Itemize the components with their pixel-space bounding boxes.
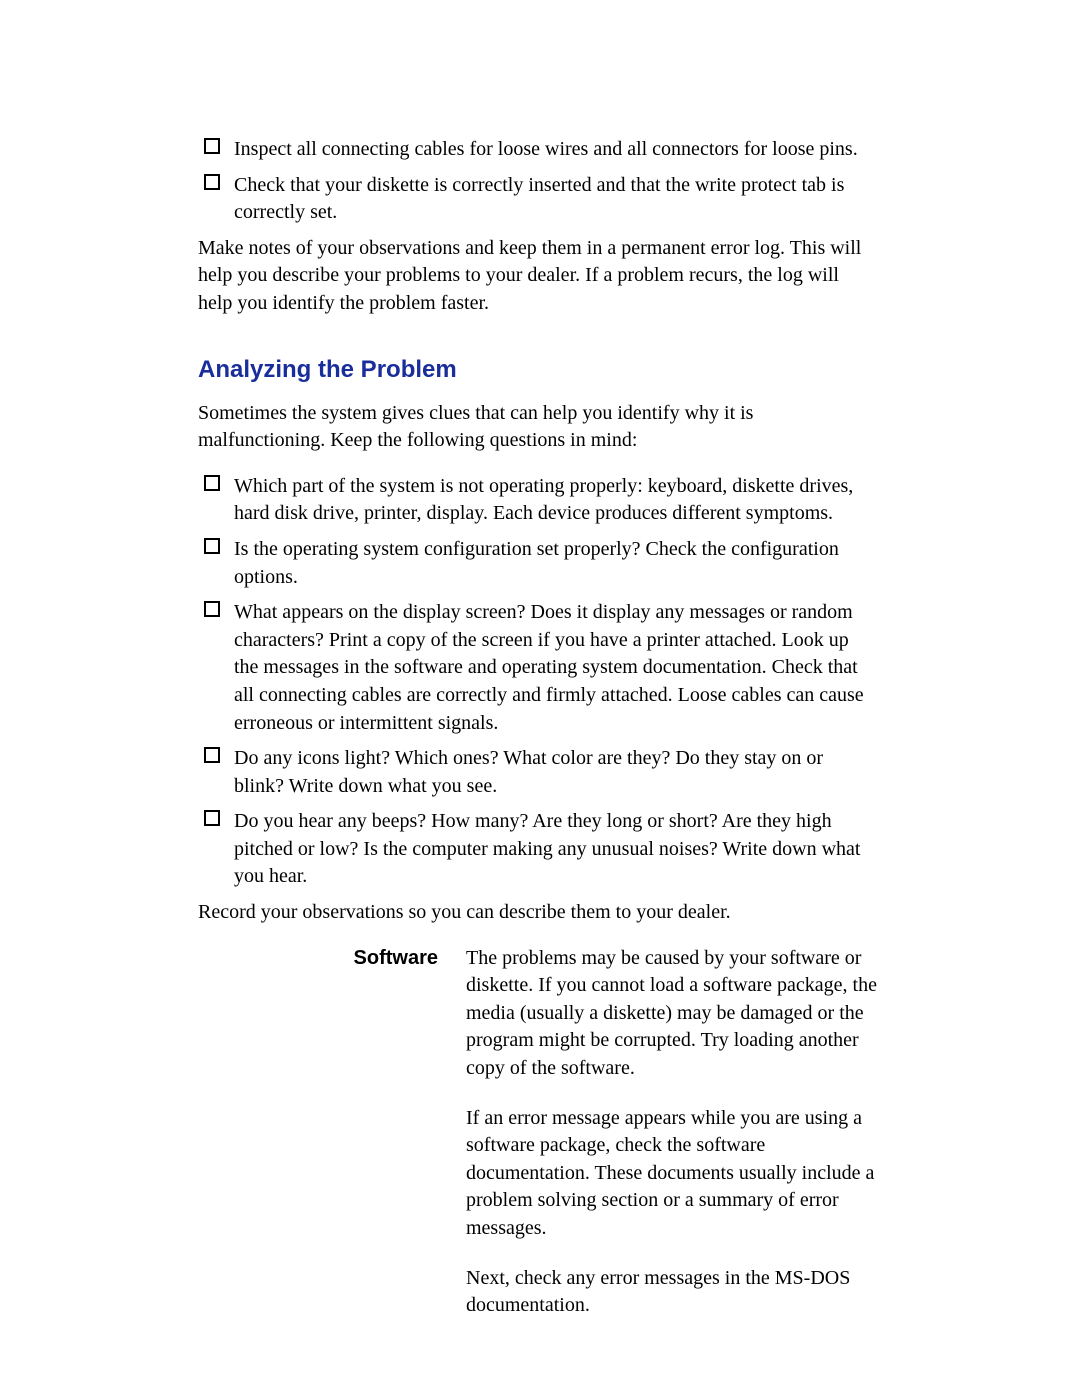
checklist-text: What appears on the display screen? Does… [234,599,878,737]
checkbox-icon [204,174,220,190]
checkbox-icon [204,747,220,763]
checklist-text: Is the operating system configuration se… [234,536,878,591]
paragraph: Make notes of your observations and keep… [198,235,878,318]
checklist-item: Do you hear any beeps? How many? Are the… [198,808,878,891]
checklist-item: Check that your diskette is correctly in… [198,172,878,227]
section-heading: Analyzing the Problem [198,356,878,384]
checklist-text: Which part of the system is not operatin… [234,473,878,528]
checklist-text: Inspect all connecting cables for loose … [234,136,878,164]
checklist-item: Is the operating system configuration se… [198,536,878,591]
checkbox-icon [204,601,220,617]
definition-paragraph: The problems may be caused by your softw… [466,945,878,1083]
document-page: Inspect all connecting cables for loose … [198,136,878,1320]
checkbox-icon [204,810,220,826]
checkbox-icon [204,138,220,154]
checkbox-icon [204,475,220,491]
question-checklist: Which part of the system is not operatin… [198,473,878,891]
checklist-item: Which part of the system is not operatin… [198,473,878,528]
checklist-text: Check that your diskette is correctly in… [234,172,878,227]
top-checklist: Inspect all connecting cables for loose … [198,136,878,227]
checklist-item: Do any icons light? Which ones? What col… [198,745,878,800]
paragraph: Record your observations so you can desc… [198,899,878,927]
definition-label: Software [198,945,466,1320]
definition-block: Software The problems may be caused by y… [198,945,878,1320]
checklist-item: What appears on the display screen? Does… [198,599,878,737]
checklist-text: Do you hear any beeps? How many? Are the… [234,808,878,891]
checklist-text: Do any icons light? Which ones? What col… [234,745,878,800]
definition-paragraph: Next, check any error messages in the MS… [466,1265,878,1320]
definition-body: The problems may be caused by your softw… [466,945,878,1320]
checklist-item: Inspect all connecting cables for loose … [198,136,878,164]
definition-paragraph: If an error message appears while you ar… [466,1105,878,1243]
checkbox-icon [204,538,220,554]
paragraph: Sometimes the system gives clues that ca… [198,400,878,455]
